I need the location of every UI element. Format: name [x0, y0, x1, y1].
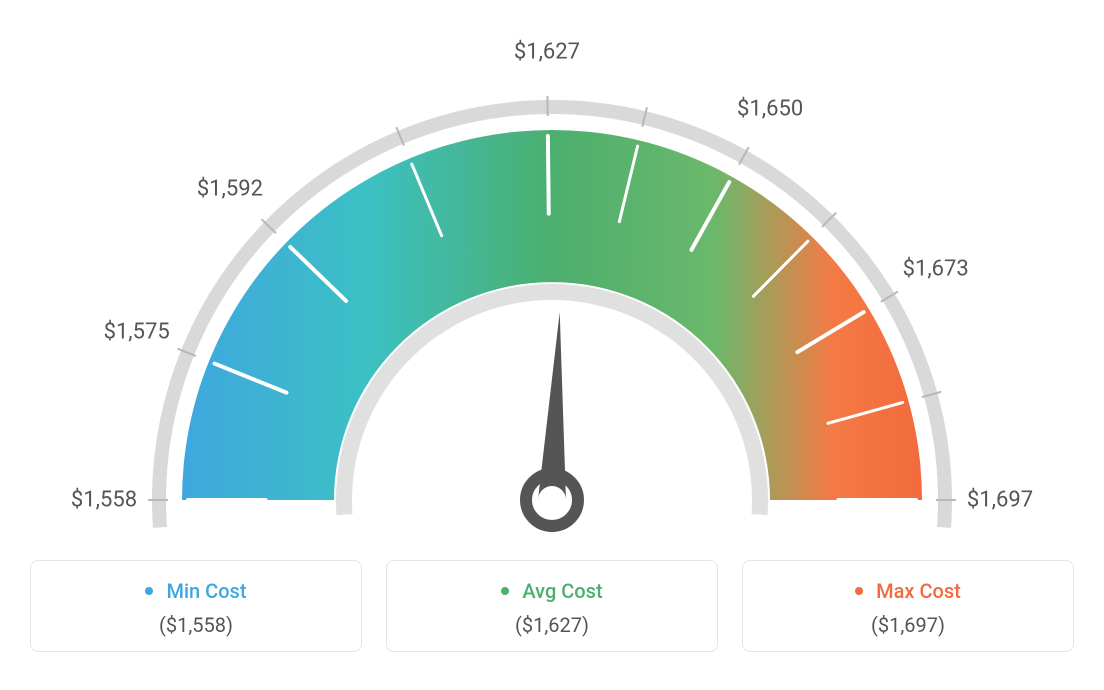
- legend-value-min: ($1,558): [47, 613, 345, 637]
- dot-icon: [501, 587, 509, 595]
- legend-title-text: Avg Cost: [522, 579, 602, 603]
- legend-title-max: Max Cost: [759, 579, 1057, 603]
- gauge-tick-label: $1,558: [71, 488, 137, 513]
- legend-row: Min Cost ($1,558) Avg Cost ($1,627) Max …: [30, 560, 1074, 652]
- gauge-tick-label: $1,673: [903, 256, 969, 281]
- legend-title-text: Min Cost: [166, 579, 246, 603]
- gauge-area: $1,558 $1,575 $1,592 $1,627 $1,650 $1,673 $1,6…: [30, 30, 1074, 550]
- legend-card-min: Min Cost ($1,558): [30, 560, 362, 652]
- gauge-tick-label: $1,592: [197, 176, 263, 201]
- legend-value-avg: ($1,627): [403, 613, 701, 637]
- legend-card-avg: Avg Cost ($1,627): [386, 560, 718, 652]
- legend-title-text: Max Cost: [876, 579, 961, 603]
- cost-gauge-chart: $1,558 $1,575 $1,592 $1,627 $1,650 $1,673 $1,6…: [30, 30, 1074, 652]
- gauge-tick-label: $1,575: [104, 320, 170, 345]
- dot-icon: [145, 587, 153, 595]
- gauge-tick-label: $1,627: [514, 40, 580, 65]
- gauge-svg: [30, 30, 1074, 550]
- dot-icon: [855, 587, 863, 595]
- legend-value-max: ($1,697): [759, 613, 1057, 637]
- legend-title-min: Min Cost: [47, 579, 345, 603]
- legend-title-avg: Avg Cost: [403, 579, 701, 603]
- gauge-tick-label: $1,650: [737, 96, 803, 121]
- legend-card-max: Max Cost ($1,697): [742, 560, 1074, 652]
- gauge-tick-label: $1,697: [967, 488, 1033, 513]
